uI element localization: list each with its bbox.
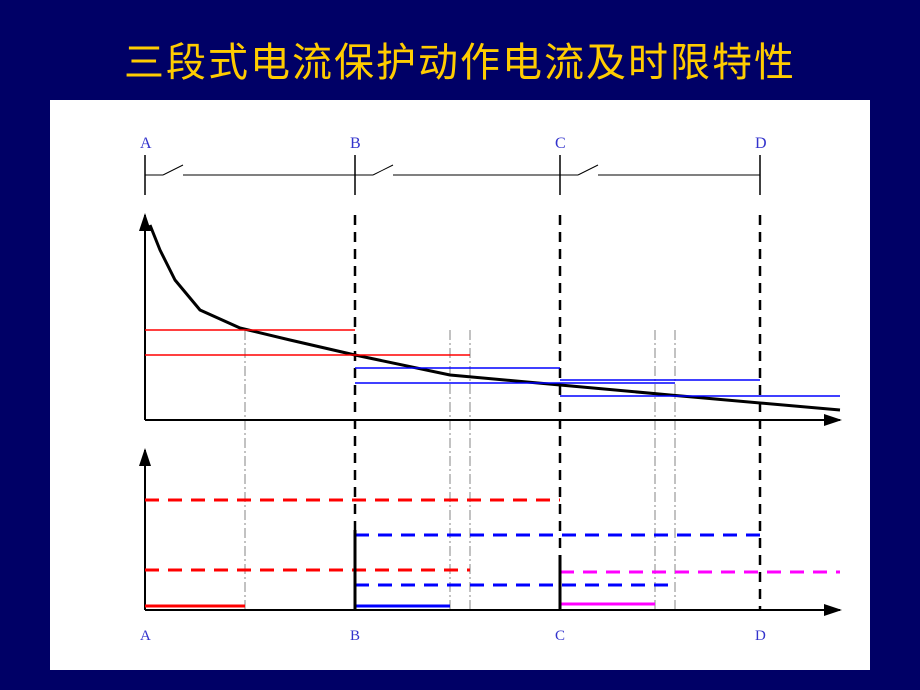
diagram-svg: A B C D A B C D	[50, 100, 870, 670]
svg-text:B: B	[350, 135, 361, 152]
svg-text:C: C	[555, 135, 566, 152]
diagram-canvas: A B C D A B C D	[50, 100, 870, 670]
svg-text:A: A	[140, 628, 151, 644]
svg-text:C: C	[555, 628, 565, 644]
svg-text:B: B	[350, 628, 360, 644]
svg-text:D: D	[755, 135, 767, 152]
diagram-title: 三段式电流保护动作电流及时限特性	[0, 0, 920, 88]
svg-text:D: D	[755, 628, 766, 644]
svg-text:A: A	[140, 135, 152, 152]
